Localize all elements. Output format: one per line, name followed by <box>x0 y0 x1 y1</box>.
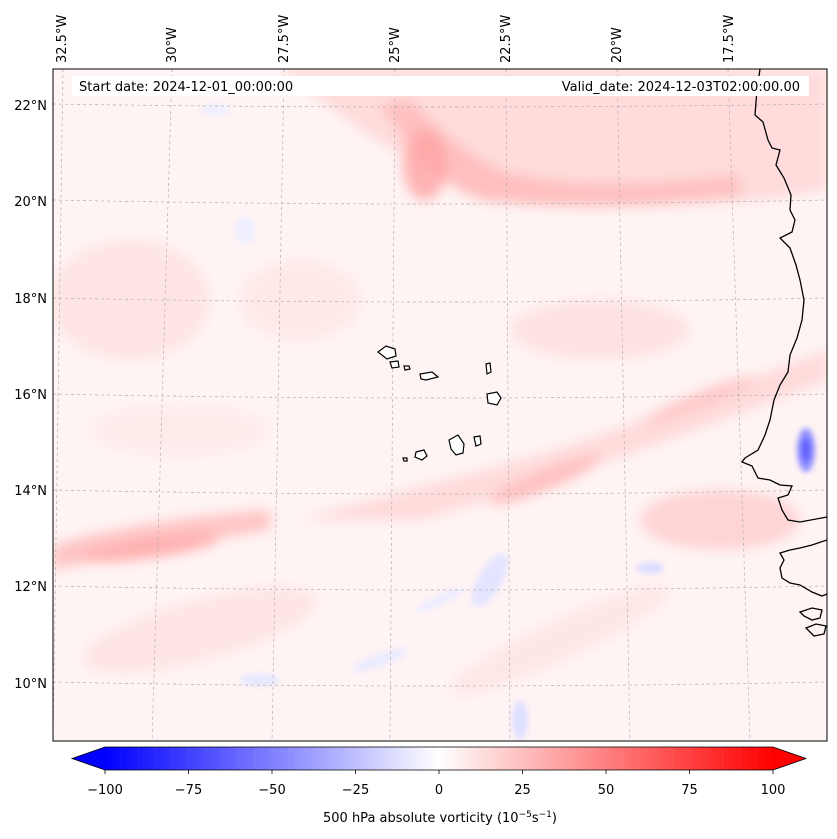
lat-label: 12°N <box>14 580 47 595</box>
lon-label: 32.5°W <box>55 15 70 63</box>
latitude-labels: 22°N 20°N 18°N 16°N 14°N 12°N 10°N <box>14 99 47 692</box>
lat-label: 18°N <box>14 292 47 307</box>
colorbar-low-extend <box>72 747 105 770</box>
lon-label: 27.5°W <box>277 15 292 63</box>
start-date-label: Start date: 2024-12-01_00:00:00 <box>79 80 293 95</box>
colorbar: −100 −75 −50 −25 0 25 50 75 100 500 hPa absolute… <box>70 746 808 826</box>
longitude-labels: 32.5°W 30°W 27.5°W 25°W 22.5°W 20°W 17.5… <box>55 15 737 63</box>
lon-label: 20°W <box>610 27 625 63</box>
lon-label: 22.5°W <box>499 15 514 63</box>
lon-label: 17.5°W <box>722 15 737 63</box>
colorbar-high-extend <box>773 747 806 770</box>
colorbar-title: 500 hPa absolute vorticity (10−5s−1) <box>323 810 557 826</box>
lat-label: 22°N <box>14 99 47 114</box>
valid-date-label: Valid_date: 2024-12-03T02:00:00.00 <box>562 80 800 95</box>
colorbar-tick-label: −25 <box>342 783 369 798</box>
colorbar-tick-label: 25 <box>514 783 531 798</box>
lon-label: 25°W <box>388 27 403 63</box>
map-panel: Start date: 2024-12-01_00:00:00 Valid_da… <box>52 68 828 742</box>
colorbar-tick-label: 50 <box>598 783 615 798</box>
colorbar-gradient <box>105 747 773 770</box>
map-frame <box>52 68 828 742</box>
cape-verde-islands <box>377 345 502 462</box>
lat-label: 16°N <box>14 388 47 403</box>
date-box <box>72 76 809 96</box>
lon-label: 30°W <box>165 27 180 63</box>
graticule <box>53 69 827 741</box>
lat-label: 20°N <box>14 195 47 210</box>
colorbar-tick-label: −50 <box>258 783 285 798</box>
lat-label: 10°N <box>14 677 47 692</box>
coastline <box>740 69 827 637</box>
colorbar-tick-label: −100 <box>87 783 123 798</box>
lat-label: 14°N <box>14 484 47 499</box>
colorbar-tick-label: 75 <box>681 783 698 798</box>
colorbar-tick-label: −75 <box>175 783 202 798</box>
colorbar-tick-label: 0 <box>435 783 443 798</box>
colorbar-tick-label: 100 <box>761 783 786 798</box>
vorticity-field <box>53 69 827 741</box>
colorbar-ticks: −100 −75 −50 −25 0 25 50 75 100 <box>87 747 785 798</box>
